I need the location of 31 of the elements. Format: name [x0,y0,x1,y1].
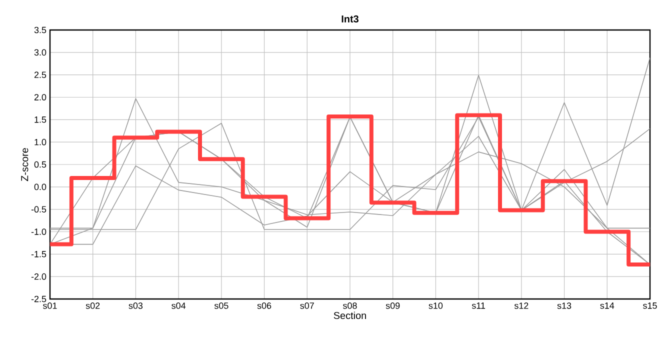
y-axis-title: Z-score [21,148,28,182]
x-tick-label: s07 [300,302,314,309]
x-tick-label: s12 [514,302,528,309]
y-tick-label: 0.5 [34,161,46,168]
chart-title: Int3 [342,15,359,22]
x-tick-label: s15 [643,302,657,309]
x-tick-label: s11 [472,302,486,309]
x-tick-label: s14 [600,302,614,309]
y-tick-label: -2.5 [31,296,46,302]
x-tick-label: s03 [128,302,143,309]
y-tick-label: 1.5 [34,116,46,123]
y-tick-label: 3.0 [34,49,46,56]
y-tick-label: 3.5 [34,26,46,34]
y-tick-label: -1.5 [31,251,46,258]
x-tick-label: s05 [214,302,228,309]
x-tick-label: s13 [557,302,572,309]
y-tick-label: -2.0 [31,273,46,280]
x-tick-label: s06 [257,302,272,309]
y-tick-label: 1.0 [34,138,46,146]
x-axis-title: Section [334,312,366,320]
x-tick-label: s02 [86,302,100,309]
x-tick-label: s01 [43,302,57,309]
y-tick-label: 0.0 [34,184,46,190]
y-tick-label: -1.0 [31,228,46,235]
y-tick-label: -0.5 [31,206,46,213]
x-tick-label: s09 [386,302,400,309]
x-tick-label: s08 [343,302,357,309]
y-tick-label: 2.5 [34,72,46,78]
x-tick-label: s04 [172,302,186,309]
y-tick-label: 2.0 [34,94,46,100]
x-tick-label: s10 [428,302,443,309]
